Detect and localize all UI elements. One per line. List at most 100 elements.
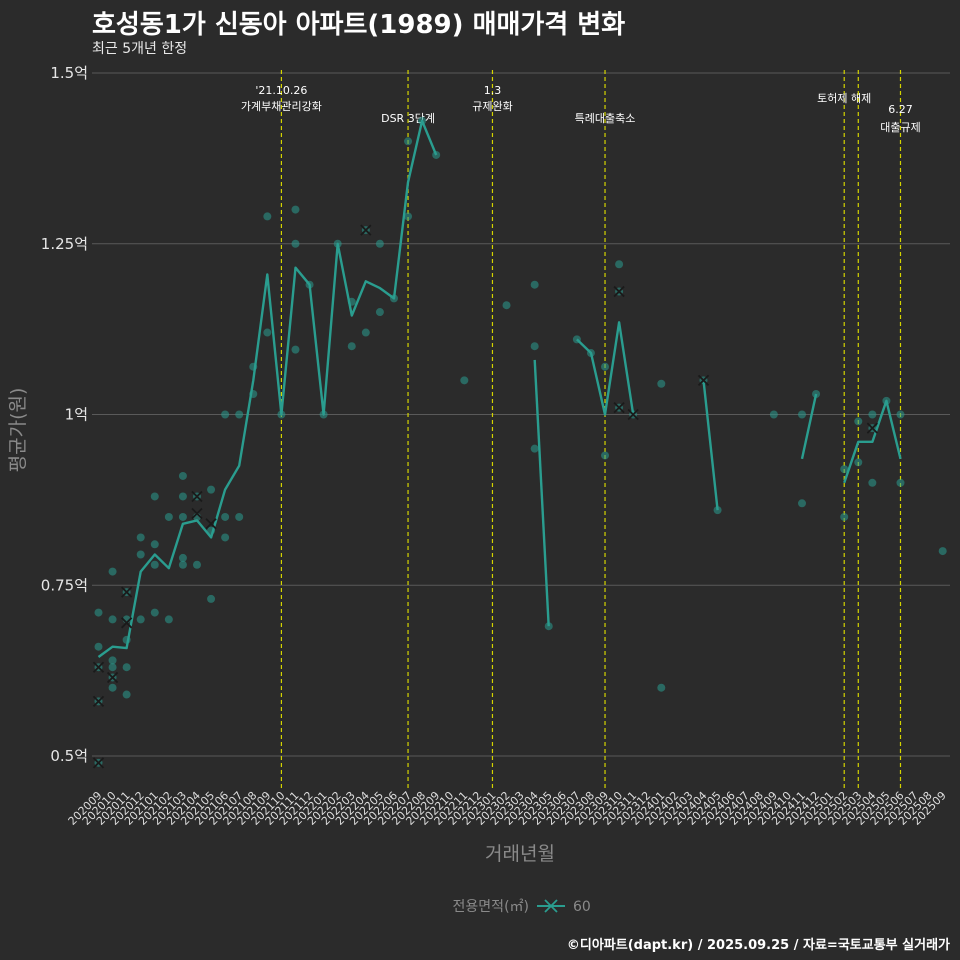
x-marker-path: [92, 695, 105, 707]
data-point: [94, 642, 103, 651]
x-marker: [121, 617, 133, 629]
data-point: [347, 297, 356, 306]
x-marker-path: [613, 402, 625, 414]
data-point: [713, 506, 722, 515]
data-point: [798, 410, 806, 419]
y-tick-label: 1.25억: [41, 235, 88, 253]
data-point: [122, 635, 131, 644]
x-marker-path: [360, 224, 372, 236]
data-point: [868, 478, 877, 487]
data-point: [868, 410, 877, 419]
event-label: 토허제 해제: [817, 91, 871, 105]
x-marker-path: [627, 408, 639, 421]
data-point: [108, 567, 117, 576]
data-point: [798, 499, 806, 508]
x-marker: [627, 408, 639, 421]
y-tick-label: 0.5억: [50, 747, 88, 765]
grid-lines: [92, 72, 950, 757]
data-point: [221, 410, 230, 419]
data-point: [263, 328, 272, 337]
data-point: [178, 492, 187, 501]
data-point: [896, 410, 905, 419]
series-line: [800, 393, 818, 460]
data-point: [586, 349, 595, 358]
x-marker: [205, 518, 217, 530]
source-caption: ©디아파트(dapt.kr) / 2025.09.25 / 자료=국토교통부 실…: [566, 938, 950, 953]
data-point: [178, 560, 187, 569]
x-marker-path: [92, 757, 105, 769]
series-line: [533, 359, 550, 627]
data-point: [882, 396, 891, 405]
page-title: 호성동1가 신동아 아파트(1989) 매매가격 변화: [92, 10, 626, 40]
data-point: [291, 239, 300, 248]
data-point: [361, 328, 370, 337]
data-point: [207, 485, 216, 494]
data-point: [404, 212, 413, 221]
data-point: [207, 526, 216, 535]
x-marker-path: [866, 422, 878, 434]
x-marker: [92, 757, 105, 769]
data-point: [136, 533, 145, 542]
series-lines: [97, 119, 902, 658]
data-point: [221, 512, 230, 521]
event-label: 가계부채관리강화: [241, 100, 322, 113]
data-point: [136, 615, 145, 624]
x-marker-path: [191, 490, 203, 503]
data-point: [235, 410, 244, 419]
data-point: [94, 608, 103, 617]
data-point: [122, 690, 131, 699]
data-point: [502, 301, 511, 310]
data-point: [108, 683, 117, 692]
data-point: [601, 451, 610, 460]
data-point: [418, 116, 427, 125]
data-point: [249, 362, 258, 371]
event-label: 특례대출축소: [575, 112, 636, 125]
data-point: [319, 410, 328, 419]
x-marker: [191, 507, 203, 520]
data-point: [404, 137, 413, 146]
data-point: [291, 345, 300, 354]
data-point: [150, 540, 159, 549]
data-point: [812, 390, 821, 399]
data-point: [854, 417, 863, 426]
data-point: [164, 512, 173, 521]
event-label: DSR 3단계: [381, 112, 435, 125]
event-label: 1.3: [484, 84, 502, 97]
x-axis-title: 거래년월: [485, 843, 555, 865]
legend-entry: 60: [573, 899, 591, 915]
event-label: 대출규제: [880, 121, 920, 134]
y-axis-ticks: 0.5억 0.75억 1억 1.25억 1.5억: [41, 64, 88, 765]
data-point: [544, 622, 553, 631]
data-point: [432, 150, 441, 159]
data-point: [854, 458, 863, 467]
data-point: [305, 280, 314, 289]
x-marker-path: [613, 285, 625, 298]
data-point: [460, 376, 469, 385]
data-point: [207, 594, 216, 603]
data-point: [375, 239, 384, 248]
data-point: [108, 656, 117, 665]
x-marker: [697, 374, 710, 386]
data-point: [375, 308, 384, 317]
data-point: [896, 478, 905, 487]
x-marker-path: [106, 671, 119, 684]
data-point: [333, 239, 342, 248]
x-marker-path: [205, 518, 217, 530]
data-point: [164, 615, 173, 624]
data-point: [150, 492, 159, 501]
data-point: [249, 390, 258, 399]
data-point: [108, 615, 117, 624]
data-point: [122, 663, 131, 672]
data-point: [221, 533, 230, 542]
data-point: [291, 205, 300, 214]
x-marker-path: [92, 661, 105, 673]
x-markers: [92, 224, 878, 769]
data-point: [840, 512, 849, 521]
x-marker: [92, 695, 105, 707]
data-point: [530, 444, 539, 453]
data-point: [530, 280, 539, 289]
data-point: [150, 560, 159, 569]
data-point: [389, 294, 398, 303]
